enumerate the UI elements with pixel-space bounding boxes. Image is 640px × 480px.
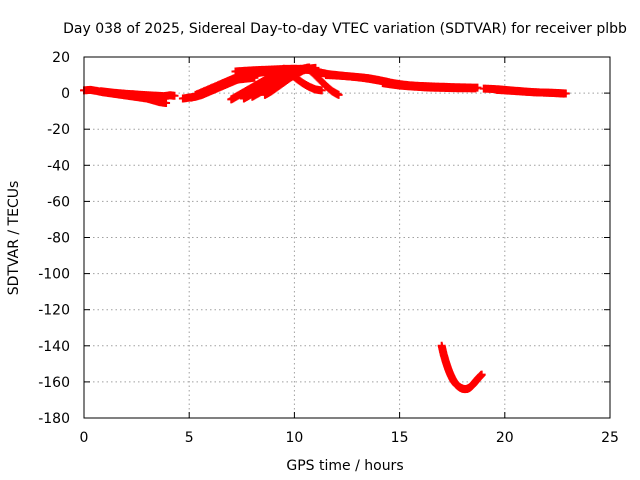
x-tick-labels: 0 5 10 15 20 25: [80, 430, 619, 446]
y-tick-label: -80: [47, 231, 70, 247]
series-sat-p: [492, 85, 568, 98]
series-sat-q: [437, 341, 486, 394]
x-tick-label: 0: [80, 430, 89, 446]
x-tick-label: 10: [285, 430, 303, 446]
y-tick-label: -100: [38, 267, 70, 283]
x-axis-label: GPS time / hours: [286, 458, 403, 474]
data-point-markers: [191, 73, 259, 99]
grid-lines: [84, 57, 610, 418]
y-tick-label: -140: [38, 339, 70, 355]
y-axis-label: SDTVAR / TECUs: [6, 181, 22, 296]
data-point-markers: [378, 79, 480, 93]
data-point-markers: [279, 64, 326, 95]
y-tick-label: 20: [52, 50, 70, 66]
x-tick-label: 25: [601, 430, 619, 446]
data-point-markers: [492, 85, 568, 98]
x-tick-label: 5: [185, 430, 194, 446]
y-tick-label: -60: [47, 194, 70, 210]
series-sat-k: [279, 64, 326, 95]
y-tick-label: -20: [47, 122, 70, 138]
series-sat-e: [191, 73, 259, 99]
series-sat-l: [303, 63, 343, 99]
y-tick-labels: 20 0 -20 -40 -60 -80 -100 -120 -140 -160 -180: [38, 50, 70, 427]
data-points: [80, 63, 570, 394]
y-tick-label: -160: [38, 375, 70, 391]
x-tick-label: 20: [496, 430, 514, 446]
series-sat-n: [378, 79, 480, 93]
data-point-markers: [303, 63, 343, 99]
data-point-markers: [96, 87, 179, 101]
chart-title: Day 038 of 2025, Sidereal Day-to-day VTE…: [63, 21, 627, 37]
data-point-markers: [437, 341, 486, 394]
y-tick-label: -120: [38, 303, 70, 319]
y-tick-label: 0: [61, 86, 70, 102]
x-tick-label: 15: [391, 430, 409, 446]
y-tick-label: -40: [47, 158, 70, 174]
y-tick-label: -180: [38, 411, 70, 427]
series-sat-b: [96, 87, 179, 101]
axis-ticks: [83, 56, 611, 419]
plot-frame: [83, 56, 611, 419]
